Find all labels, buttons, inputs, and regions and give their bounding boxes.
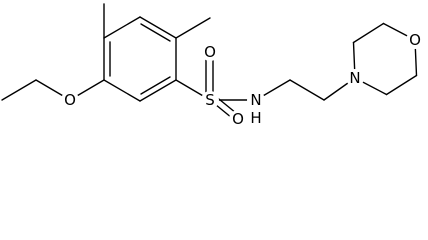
atom-label: O (232, 110, 244, 128)
atom-label: H (250, 109, 261, 127)
label-bg (201, 43, 219, 61)
molecule: O S O O N H N O (1, 3, 424, 128)
bond (103, 16, 141, 39)
label-bg (201, 91, 219, 109)
bond (385, 74, 418, 96)
bond (352, 22, 385, 44)
atom-label: O (409, 31, 421, 49)
page: {"atoms": ["O", "S", "O", "O", "N", "H",… (1, 3, 424, 128)
bond (1, 79, 37, 101)
double-bond (140, 76, 171, 95)
methyl-bond (175, 17, 211, 39)
double-bond (140, 23, 171, 42)
bond (103, 79, 141, 102)
atom-label: N (349, 69, 360, 87)
bond (289, 79, 325, 101)
bond (139, 79, 177, 102)
label-bg (247, 91, 265, 109)
bond (139, 16, 177, 39)
atom-labels: O S O O N H N O (61, 31, 424, 128)
atom-label: O (204, 43, 216, 61)
atom-label: N (250, 91, 261, 109)
atom-label: S (205, 91, 215, 109)
label-bg (406, 31, 424, 49)
label-bg (346, 69, 364, 87)
label-bg (61, 91, 79, 109)
label-bg (229, 110, 247, 128)
atom-label: O (64, 91, 76, 109)
